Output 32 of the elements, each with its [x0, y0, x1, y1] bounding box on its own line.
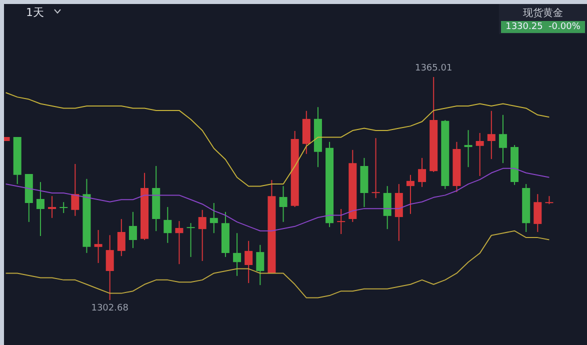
text: 1330.25 -0.00% [501, 21, 585, 33]
candlestick [256, 244, 264, 286]
candlestick [487, 110, 496, 160]
candlestick [244, 240, 253, 284]
candlestick [71, 163, 80, 216]
candlestick [186, 222, 195, 258]
text: 现货黄金 [522, 6, 564, 20]
candlestick [128, 211, 137, 249]
candlestick [406, 174, 414, 214]
candlestick [476, 132, 484, 177]
candlestick [372, 138, 380, 199]
candlestick [534, 194, 542, 232]
candlestick [337, 208, 346, 234]
candlestick [279, 186, 288, 222]
candlestick [106, 234, 114, 300]
candlestick [418, 157, 426, 188]
annotation: 1365.01 [414, 64, 452, 74]
candlestick [60, 202, 68, 214]
candlestick [175, 220, 184, 265]
candlestick [164, 206, 172, 244]
candlestick [233, 232, 242, 276]
candlestick [36, 182, 44, 236]
candlestick [117, 218, 126, 257]
candlestick [464, 130, 472, 168]
candlestick [198, 209, 206, 262]
candlestick [94, 229, 102, 264]
candlestick [383, 186, 392, 230]
candlestick [210, 202, 218, 234]
annotation: 1302.68 [91, 304, 129, 314]
text: 1天 [26, 5, 44, 20]
candlestick [498, 114, 507, 164]
candlestick [48, 196, 56, 218]
